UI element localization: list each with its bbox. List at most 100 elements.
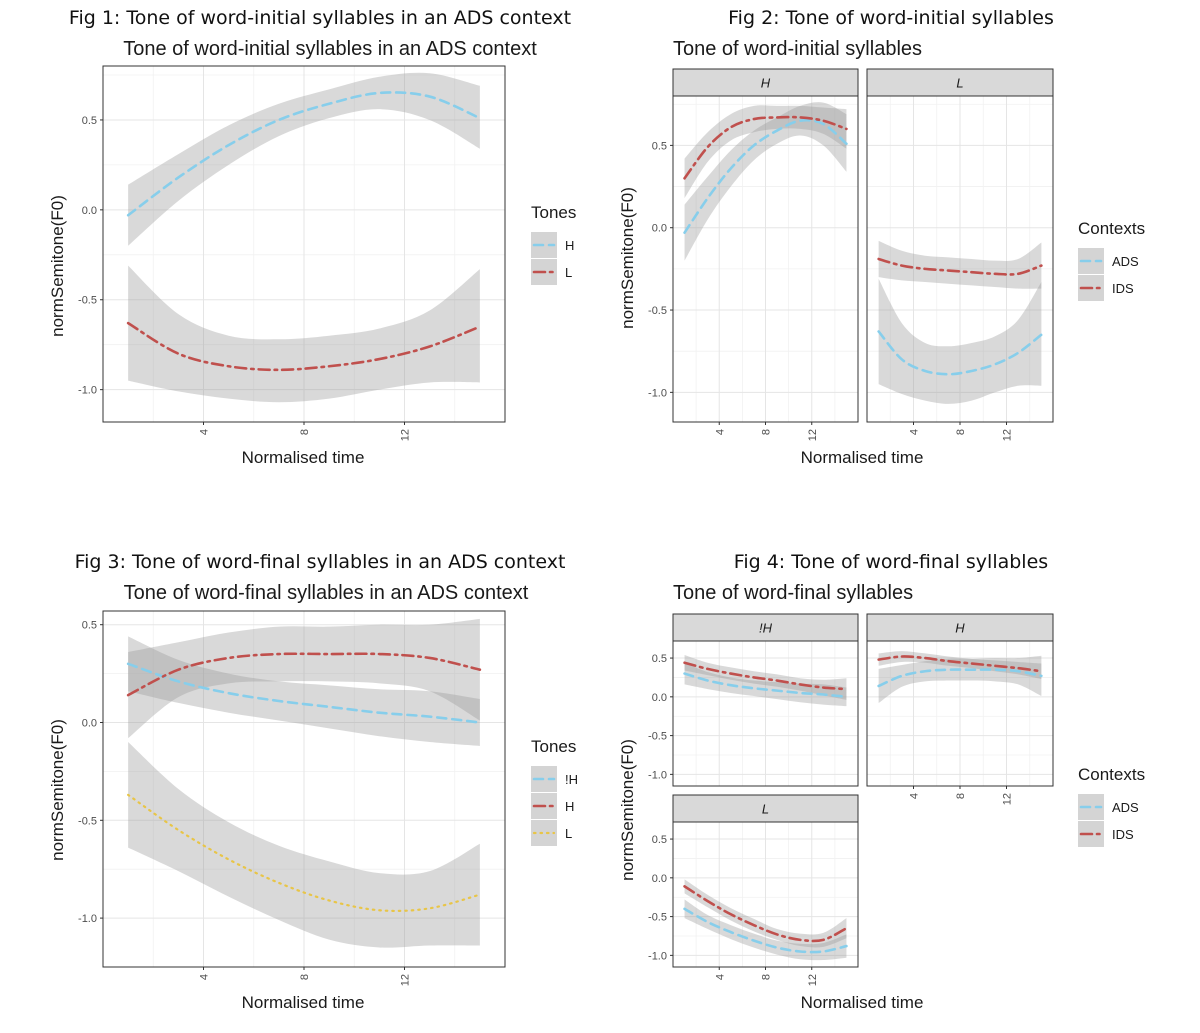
- x-tick-label: 8: [299, 429, 311, 435]
- x-tick-label: 12: [400, 429, 412, 441]
- legend-label: H: [565, 799, 574, 814]
- figure-caption: Fig 4: Tone of word-final syllables: [734, 551, 1048, 573]
- facet-panel: -1.0 -0.5 0.0 0.5 4 8 12: [78, 65, 506, 441]
- x-tick-label: 4: [199, 974, 211, 980]
- confidence-band: [128, 265, 480, 403]
- legend-label: ADS: [1112, 254, 1139, 269]
- series-line: [683, 118, 848, 234]
- figure-3: Fig 3: Tone of word-final syllables in a…: [48, 551, 578, 1012]
- legend: Contexts ADS IDS: [1078, 765, 1145, 847]
- legend-title: Contexts: [1078, 765, 1145, 784]
- series-line: [877, 668, 1043, 688]
- facet-panel: H 4 8 12: [866, 613, 1054, 805]
- y-axis-title: normSemitone(F0): [48, 195, 67, 337]
- plot-title: Tone of word-final syllables in an ADS c…: [124, 582, 529, 604]
- y-axis-title: normSemitone(F0): [618, 187, 637, 329]
- y-tick-label: -1.0: [648, 769, 667, 781]
- x-tick-label: 8: [761, 429, 773, 435]
- confidence-band: [684, 899, 847, 961]
- confidence-band: [878, 278, 1042, 404]
- legend-title: Contexts: [1078, 219, 1145, 238]
- x-tick-label: 4: [199, 429, 211, 435]
- figure-caption: Fig 1: Tone of word-initial syllables in…: [69, 7, 571, 29]
- y-tick-label: 0.0: [82, 717, 97, 729]
- y-tick-label: -1.0: [78, 385, 97, 397]
- facet-panel: !H -1.0 -0.5 0.0 0.5: [648, 613, 859, 787]
- legend-label: L: [565, 265, 572, 280]
- y-axis-title: normSemitone(F0): [48, 719, 67, 861]
- y-tick-label: 0.5: [652, 653, 667, 665]
- x-tick-label: 12: [807, 429, 819, 441]
- series-line: [683, 672, 848, 699]
- x-axis-title: Normalised time: [242, 993, 365, 1012]
- facet-strip-label: L: [762, 802, 769, 817]
- confidence-band: [684, 102, 847, 261]
- legend-label: L: [565, 826, 572, 841]
- y-tick-label: -0.5: [78, 295, 97, 307]
- series-line: [683, 907, 848, 954]
- y-tick-label: 0.0: [652, 223, 667, 235]
- series-line: [126, 652, 482, 697]
- legend-title: Tones: [531, 737, 576, 756]
- figure-caption: Fig 2: Tone of word-initial syllables: [728, 7, 1054, 29]
- legend-label: IDS: [1112, 827, 1134, 842]
- series-line: [126, 662, 482, 724]
- confidence-band: [684, 879, 847, 948]
- series-line: [683, 885, 848, 943]
- facet-strip-label: L: [956, 76, 963, 91]
- figure-caption: Fig 3: Tone of word-final syllables in a…: [75, 551, 566, 573]
- series-line: [127, 793, 481, 913]
- x-axis-title: Normalised time: [801, 993, 924, 1012]
- y-tick-label: 0.0: [652, 692, 667, 704]
- y-tick-label: 0.0: [82, 205, 97, 217]
- y-tick-label: -0.5: [648, 305, 667, 317]
- facet-panel: H -1.0 -0.5 0.0 0.5 4 8 12: [648, 68, 859, 441]
- series-line: [126, 321, 482, 372]
- legend-label: IDS: [1112, 281, 1134, 296]
- x-tick-label: 8: [299, 974, 311, 980]
- facet-strip: [672, 68, 859, 97]
- y-tick-label: -1.0: [78, 913, 97, 925]
- series-line: [683, 115, 848, 180]
- series-line: [877, 655, 1043, 673]
- y-tick-label: -1.0: [648, 387, 667, 399]
- legend: Tones HL: [531, 203, 576, 285]
- confidence-band: [128, 636, 480, 746]
- x-tick-label: 4: [909, 429, 921, 435]
- plot-title: Tone of word-final syllables: [673, 582, 913, 604]
- facet-strip: [866, 68, 1054, 97]
- confidence-band: [684, 662, 847, 707]
- x-tick-label: 8: [761, 974, 773, 980]
- facet-strip-label: H: [761, 76, 771, 91]
- facet-panel: L 4 8 12: [866, 68, 1054, 441]
- x-tick-label: 4: [714, 974, 726, 980]
- legend: Contexts ADS IDS: [1078, 219, 1145, 301]
- confidence-band: [684, 105, 847, 199]
- series-line: [877, 330, 1043, 376]
- legend-title: Tones: [531, 203, 576, 222]
- x-tick-label: 12: [1002, 429, 1014, 441]
- series-line: [877, 257, 1043, 276]
- x-axis-title: Normalised time: [801, 448, 924, 467]
- y-tick-label: 0.5: [652, 834, 667, 846]
- y-tick-label: -0.5: [648, 912, 667, 924]
- series-line: [126, 91, 482, 217]
- legend-label: H: [565, 238, 574, 253]
- confidence-band: [684, 654, 847, 700]
- confidence-band: [128, 742, 480, 948]
- x-tick-label: 12: [400, 974, 412, 986]
- legend-label: !H: [565, 772, 578, 787]
- facet-panel: -1.0 -0.5 0.0 0.5 4 8 12: [78, 610, 506, 986]
- plot-title: Tone of word-initial syllables in an ADS…: [123, 38, 537, 60]
- facet-strip: [866, 613, 1054, 642]
- x-axis-title: Normalised time: [242, 448, 365, 467]
- legend: Tones !H HL: [531, 737, 578, 846]
- figure-1: Fig 1: Tone of word-initial syllables in…: [48, 7, 576, 467]
- y-tick-label: 0.5: [82, 115, 97, 127]
- x-tick-label: 12: [807, 974, 819, 986]
- y-tick-label: 0.0: [652, 873, 667, 885]
- facet-strip-label: !H: [759, 621, 773, 636]
- confidence-band: [128, 618, 480, 739]
- confidence-band: [878, 240, 1042, 289]
